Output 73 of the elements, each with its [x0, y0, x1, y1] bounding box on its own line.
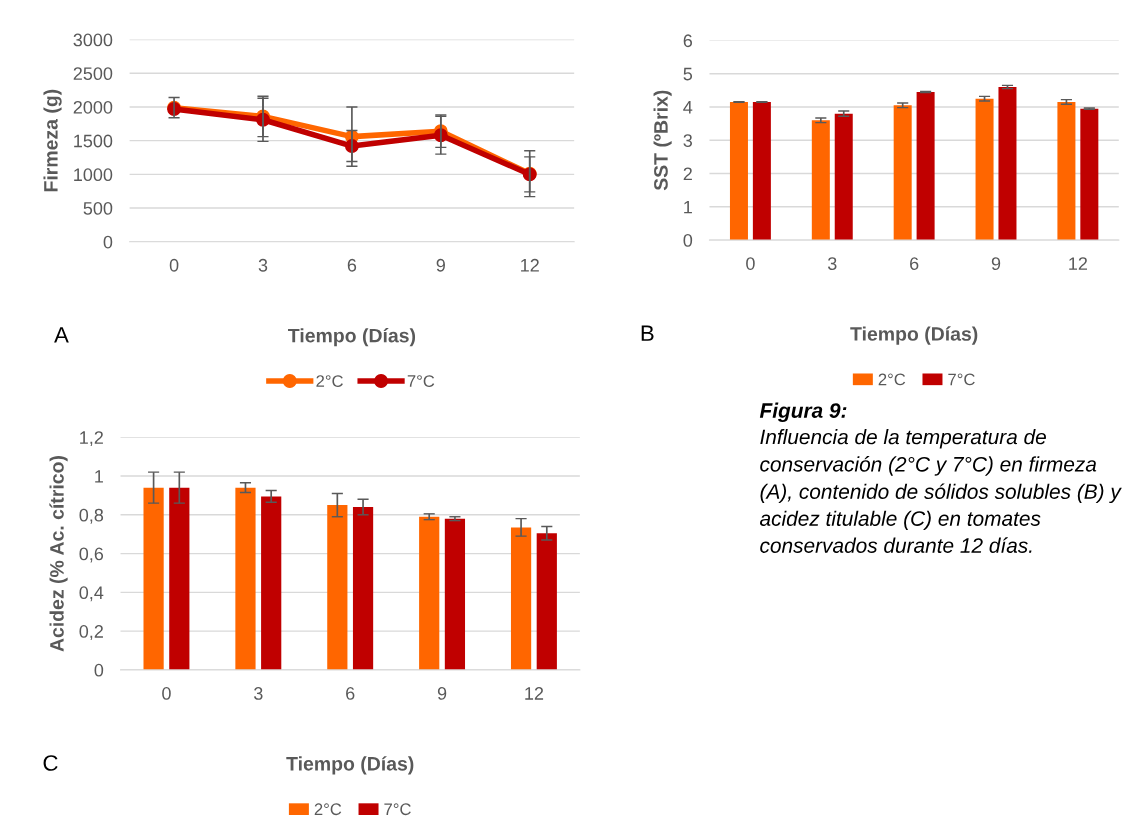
x-tick-label: 6: [347, 258, 357, 272]
legend-label: 2°C: [878, 373, 906, 386]
x-tick-label: 9: [436, 258, 445, 272]
y-tick-label: 1: [684, 200, 692, 214]
bar: [975, 98, 994, 241]
x-axis-title: Tiempo (Días): [288, 328, 416, 347]
x-tick-label: 0: [746, 257, 755, 270]
y-tick-label: 1,2: [80, 431, 103, 447]
bar: [419, 516, 440, 670]
bar: [1080, 108, 1099, 241]
legend-label: 7°C: [948, 373, 975, 386]
x-tick-label: 12: [1069, 257, 1088, 270]
x-axis-title: Tiempo (Días): [286, 756, 414, 775]
legend-label: 7°C: [407, 375, 435, 387]
y-tick-label: 0,4: [79, 586, 104, 602]
bar: [729, 101, 748, 241]
x-tick-label: 6: [910, 257, 919, 270]
bar: [752, 101, 771, 241]
y-tick-label: 0,8: [79, 508, 104, 524]
bar: [444, 518, 466, 670]
bar: [811, 120, 830, 241]
y-tick-label: 6: [683, 34, 693, 48]
x-tick-label: 9: [437, 687, 447, 700]
legend-label: 2°C: [314, 803, 342, 816]
y-tick-label: 500: [83, 201, 113, 215]
y-tick-label: 0,2: [79, 625, 103, 640]
y-tick-label: 1: [95, 470, 103, 483]
y-axis-title: SST (ºBrix): [653, 90, 672, 191]
y-tick-label: 2: [683, 167, 692, 181]
y-tick-label: 3000: [73, 33, 113, 47]
legend-label: 2°C: [316, 375, 343, 387]
bar: [1057, 101, 1076, 241]
text: Figura 9:: [759, 402, 847, 423]
y-tick-label: 3: [683, 134, 693, 147]
x-tick-label: 3: [258, 258, 268, 272]
x-tick-label: 3: [827, 257, 837, 270]
y-axis-title: Firmeza (g): [43, 89, 62, 192]
text: C: [43, 755, 58, 771]
text: Influencia de la temperatura de conservación (2°C y 7°C) en firmeza (A), contenido de sólidos solubles (B) y acidez titulable (C) en tomates conservados durante 12 días.: [759, 429, 1122, 553]
x-tick-label: 12: [521, 258, 539, 272]
x-tick-label: 9: [991, 257, 1001, 270]
bar: [143, 487, 164, 670]
y-tick-label: 2500: [73, 67, 113, 81]
y-axis-title: Acidez (% Ac. cítrico): [49, 456, 68, 652]
bar: [916, 92, 935, 241]
x-tick-label: 6: [346, 687, 355, 700]
bar: [169, 487, 190, 670]
bar: [834, 113, 853, 241]
y-tick-label: 0: [683, 234, 693, 247]
text: A: [54, 327, 69, 343]
y-tick-label: 0: [94, 663, 104, 677]
y-tick-label: 0,6: [79, 547, 104, 563]
bar: [998, 87, 1017, 241]
y-tick-label: 0: [103, 235, 113, 249]
x-axis-title: Tiempo (Días): [850, 326, 978, 345]
bar: [327, 505, 348, 670]
x-tick-label: 0: [169, 258, 179, 272]
bar: [536, 533, 557, 670]
x-tick-label: 0: [162, 687, 171, 700]
x-tick-label: 12: [525, 687, 544, 700]
bar: [510, 527, 532, 670]
y-tick-label: 1000: [74, 168, 113, 182]
legend-label: 7°C: [384, 803, 411, 816]
y-tick-label: 2000: [73, 100, 113, 114]
y-tick-label: 1500: [74, 134, 113, 148]
bar: [893, 105, 912, 241]
bar: [235, 487, 256, 670]
y-tick-label: 5: [683, 67, 693, 81]
bar: [352, 507, 374, 670]
bar: [261, 496, 282, 670]
text: B: [641, 325, 654, 341]
x-tick-label: 3: [253, 687, 263, 700]
y-tick-label: 4: [683, 101, 693, 114]
